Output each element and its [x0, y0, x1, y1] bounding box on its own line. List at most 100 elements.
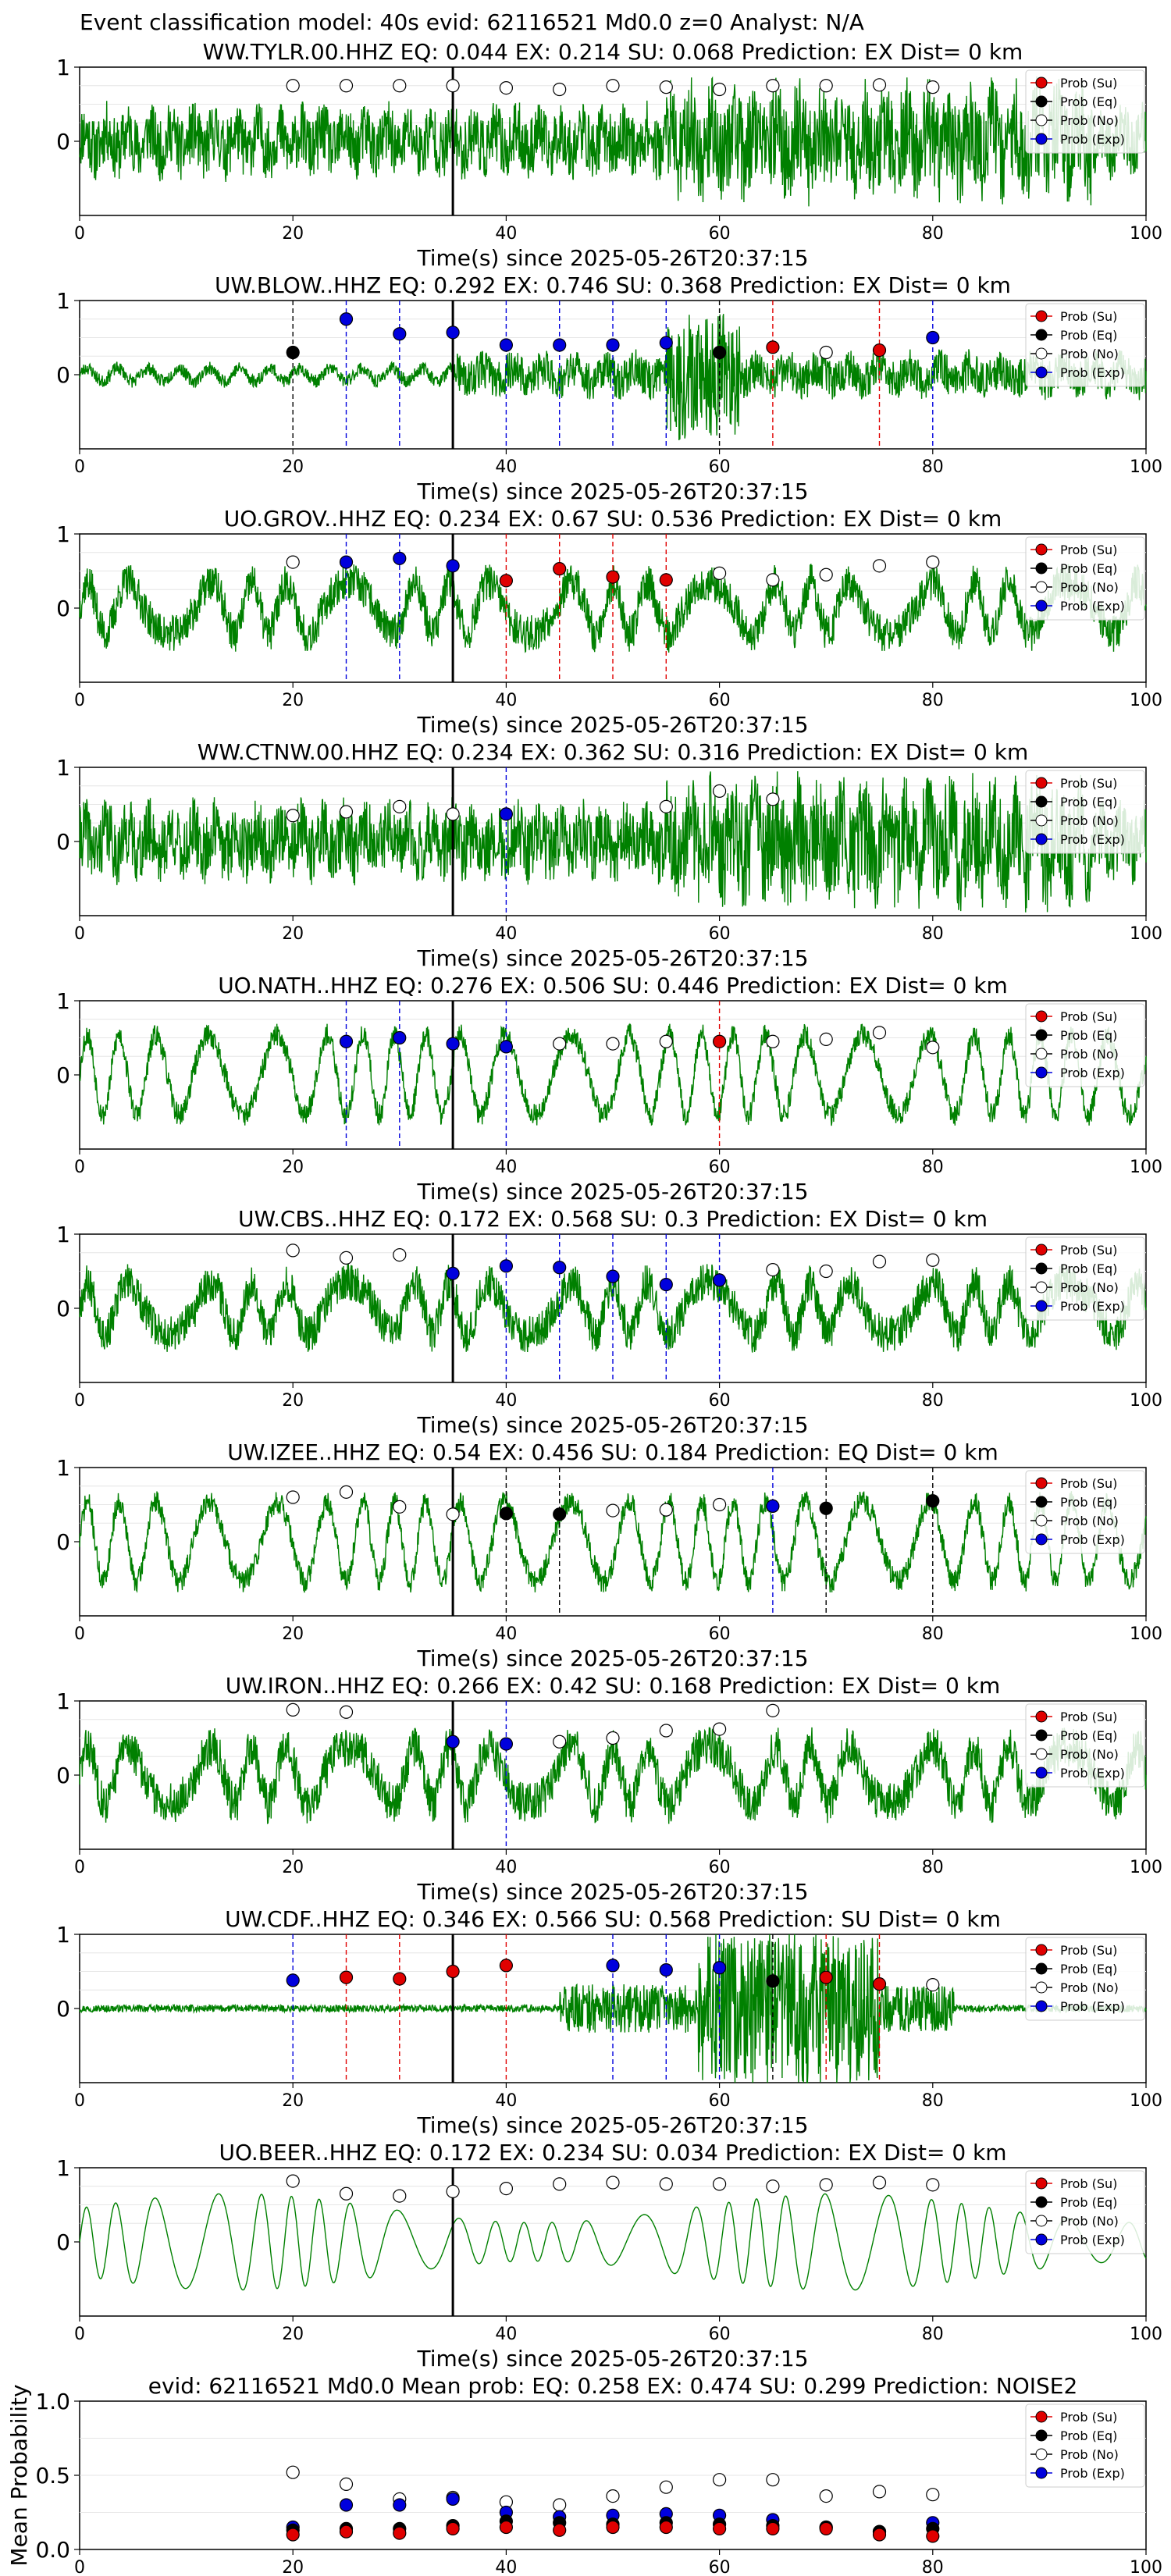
y-tick-label: 0: [56, 129, 70, 155]
legend-box: [1025, 1937, 1145, 2021]
legend-label: Prob (Eq): [1060, 795, 1117, 809]
prob-point: [606, 2520, 620, 2535]
panel-title: UW.CDF..HHZ EQ: 0.346 EX: 0.566 SU: 0.56…: [225, 1906, 1001, 1932]
legend-marker: [1035, 1244, 1048, 1256]
legend-marker: [1035, 833, 1048, 845]
panel-title: UO.GROV..HHZ EQ: 0.234 EX: 0.67 SU: 0.53…: [224, 506, 1002, 532]
prob-point: [339, 1251, 354, 1265]
prob-point: [446, 1507, 460, 1521]
panel-title: WW.CTNW.00.HHZ EQ: 0.234 EX: 0.362 SU: 0…: [198, 739, 1028, 765]
y-tick-label: 0: [56, 596, 70, 621]
legend-marker: [1035, 2467, 1048, 2479]
legend-marker: [1035, 777, 1048, 789]
x-tick-label: 60: [709, 457, 731, 477]
legend-label: Prob (Su): [1060, 1710, 1117, 1724]
prob-point: [393, 1972, 407, 1986]
legend-marker: [1035, 1496, 1048, 1508]
prob-point: [819, 568, 833, 582]
prob-point: [553, 338, 567, 352]
prob-point: [766, 1262, 780, 1277]
prob-point: [872, 343, 887, 358]
prob-point: [712, 82, 727, 97]
x-tick-label: 0: [74, 1391, 85, 1411]
panels: WW.TYLR.00.HHZ EQ: 0.044 EX: 0.214 SU: 0…: [6, 39, 1162, 2576]
x-tick-label: 0: [74, 924, 85, 944]
legend-marker: [1035, 1281, 1048, 1293]
x-tick-label: 60: [709, 1391, 731, 1411]
legend-marker: [1035, 1514, 1048, 1527]
x-tick-label: 40: [495, 2091, 517, 2111]
prob-point: [926, 1978, 940, 1992]
prob-point: [339, 2498, 354, 2512]
prob-point: [606, 1037, 620, 1051]
y-tick-label: 0: [56, 1296, 70, 1322]
prob-point: [499, 2182, 514, 2196]
legend-marker: [1035, 1710, 1048, 1723]
x-tick-label: 40: [495, 1158, 517, 1177]
prob-point: [339, 312, 354, 326]
x-tick-label: 20: [282, 1624, 304, 1644]
prob-point: [339, 2186, 354, 2201]
prob-point: [926, 555, 940, 569]
y-tick-label: 0: [56, 1062, 70, 1088]
legend-marker: [1035, 2448, 1048, 2460]
legend-label: Prob (Su): [1060, 543, 1117, 557]
prob-point: [393, 1247, 407, 1262]
prob-point: [712, 345, 727, 360]
prob-point: [659, 2177, 673, 2191]
prob-point: [766, 573, 780, 587]
legend-marker: [1035, 2233, 1048, 2246]
legend-marker: [1035, 329, 1048, 341]
waveform-trace: [79, 1023, 1147, 1126]
prob-point: [606, 338, 620, 352]
prob-point: [926, 1041, 940, 1055]
x-tick-label: 100: [1130, 224, 1162, 244]
prob-point: [499, 80, 514, 95]
x-tick-label: 20: [282, 2558, 304, 2576]
waveform-trace: [79, 770, 1147, 913]
x-axis-label: Time(s) since 2025-05-26T20:37:15: [416, 1412, 808, 1438]
prob-point: [446, 1266, 460, 1280]
legend-label: Prob (No): [1060, 1980, 1119, 1995]
prob-point: [606, 2489, 620, 2503]
y-tick-label: 1: [56, 55, 70, 80]
prob-point: [499, 1040, 514, 1054]
legend-marker: [1035, 2196, 1048, 2208]
prob-point: [339, 2524, 354, 2539]
legend-label: Prob (Eq): [1060, 1728, 1117, 1743]
prob-point: [286, 1703, 300, 1717]
y-tick-label: 0.5: [35, 2463, 70, 2489]
prob-point: [872, 78, 887, 92]
legend-marker: [1035, 1300, 1048, 1312]
prob-point: [606, 1503, 620, 1517]
legend-label: Prob (Exp): [1060, 2233, 1125, 2247]
prob-point: [499, 807, 514, 821]
prob-point: [286, 555, 300, 569]
x-axis-label: Time(s) since 2025-05-26T20:37:15: [416, 479, 808, 504]
prob-point: [819, 1032, 833, 1047]
x-axis-label: Time(s) since 2025-05-26T20:37:15: [416, 2112, 808, 2138]
prob-point: [446, 1964, 460, 1979]
waveform-trace: [79, 1727, 1147, 1825]
prob-point: [659, 1963, 673, 1977]
x-tick-label: 80: [922, 224, 944, 244]
prob-point: [606, 79, 620, 93]
legend-box: [1025, 1003, 1145, 1087]
x-tick-label: 60: [709, 2325, 731, 2344]
legend-marker: [1035, 95, 1048, 108]
prob-point: [606, 570, 620, 584]
legend-label: Prob (Eq): [1060, 94, 1117, 109]
legend-label: Prob (Eq): [1060, 328, 1117, 343]
prob-point: [446, 1037, 460, 1051]
prob-point: [766, 2521, 780, 2535]
chart-panel: UW.BLOW..HHZ EQ: 0.292 EX: 0.746 SU: 0.3…: [56, 272, 1162, 504]
prob-point: [553, 1037, 567, 1051]
prob-point: [606, 2176, 620, 2190]
prob-point: [286, 345, 300, 360]
legend-label: Prob (Su): [1060, 2176, 1117, 2191]
legend-box: [1025, 1236, 1145, 1321]
x-tick-label: 0: [74, 2091, 85, 2111]
waveform-trace: [79, 2193, 1147, 2291]
prob-point: [499, 1737, 514, 1751]
prob-point: [446, 807, 460, 821]
